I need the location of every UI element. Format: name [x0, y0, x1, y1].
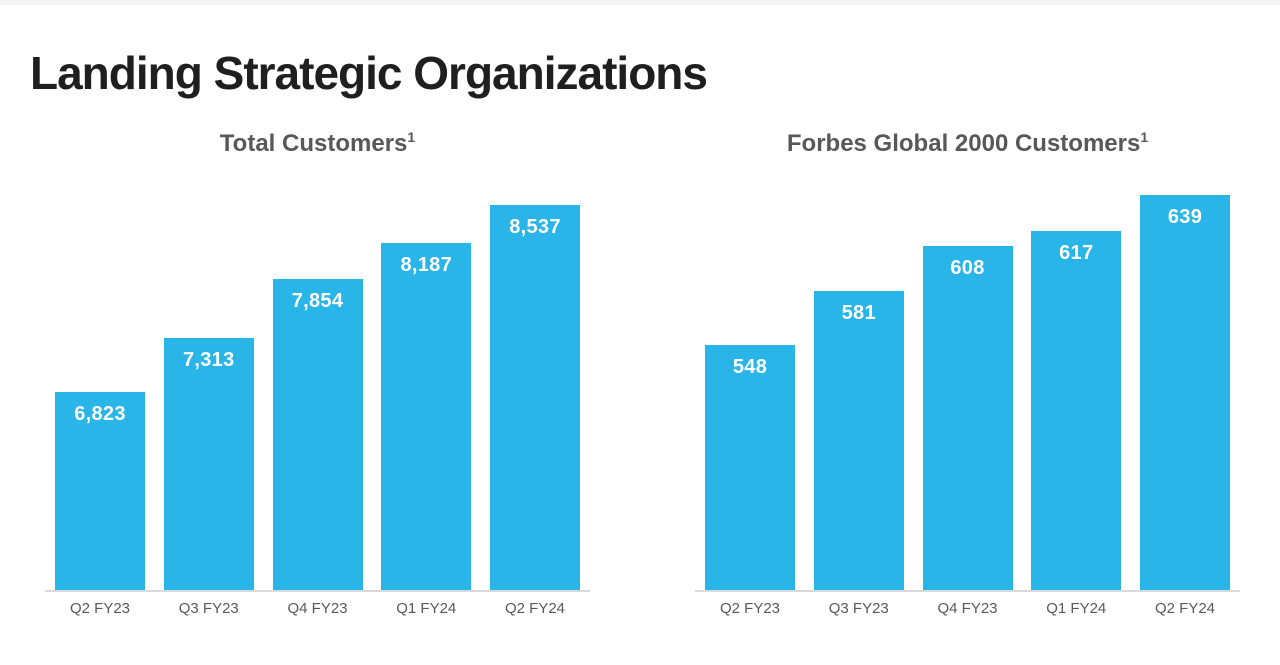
x-axis-labels: Q2 FY23 Q3 FY23 Q4 FY23 Q1 FY24 Q2 FY24	[695, 600, 1240, 617]
chart-title-total-customers: Total Customers1	[45, 130, 590, 159]
bar-q2-fy24: 8,537	[490, 205, 580, 590]
chart-forbes-global-2000-customers: Forbes Global 2000 Customers1 548 581 608 6…	[695, 130, 1240, 617]
x-axis-label-q3-fy23: Q3 FY23	[828, 599, 889, 617]
bar-value-label: 7,313	[182, 349, 235, 372]
bar-q1-fy24: 8,187	[381, 243, 472, 590]
footnote-marker: 1	[1140, 128, 1149, 145]
chart-title-text: Total Customers	[219, 129, 408, 157]
bar-value-label: 548	[732, 356, 768, 379]
x-axis-label-q3-fy23: Q3 FY23	[178, 599, 239, 617]
bar-q2-fy23: 548	[705, 345, 795, 590]
x-axis-label-q1-fy24: Q1 FY24	[1046, 599, 1107, 617]
plot-area: 548 581 608 617 639	[695, 177, 1240, 592]
x-axis-label-q4-fy23: Q4 FY23	[287, 599, 348, 617]
bar-value-label: 8,537	[509, 216, 561, 239]
x-axis-label-q2-fy23: Q2 FY23	[719, 599, 781, 617]
footnote-marker: 1	[407, 128, 416, 145]
bar-group: 6,823 7,313 7,854 8,187 8,537	[45, 177, 590, 590]
x-axis-label-q2-fy24: Q2 FY24	[504, 599, 566, 617]
plot-area: 6,823 7,313 7,854 8,187 8,537	[45, 177, 590, 592]
x-axis-labels: Q2 FY23 Q3 FY23 Q4 FY23 Q1 FY24 Q2 FY24	[45, 600, 590, 617]
bar-q4-fy23: 608	[922, 246, 1013, 590]
x-axis-label-q1-fy24: Q1 FY24	[396, 599, 457, 617]
bar-value-label: 8,187	[400, 254, 453, 277]
chart-total-customers: Total Customers1 6,823 7,313 7,854 8,187 8,5…	[45, 130, 590, 617]
bar-q4-fy23: 7,854	[272, 279, 363, 590]
chart-title-forbes-global-2000: Forbes Global 2000 Customers1	[695, 130, 1240, 159]
bar-group: 548 581 608 617 639	[695, 177, 1240, 590]
bar-value-label: 608	[950, 257, 985, 280]
bar-value-label: 6,823	[74, 402, 126, 425]
charts-row: Total Customers1 6,823 7,313 7,854 8,187 8,5…	[0, 130, 1280, 617]
bar-value-label: 7,854	[291, 290, 344, 313]
bar-value-label: 617	[1059, 242, 1094, 265]
bar-q3-fy23: 581	[813, 290, 904, 590]
slide-title: Landing Strategic Organizations	[30, 47, 708, 99]
chart-title-text: Forbes Global 2000 Customers	[786, 129, 1141, 157]
bar-q1-fy24: 617	[1031, 231, 1122, 590]
window-top-strip	[0, 0, 1280, 5]
x-axis-label-q2-fy24: Q2 FY24	[1154, 599, 1216, 617]
bar-value-label: 639	[1167, 205, 1203, 228]
x-axis-label-q4-fy23: Q4 FY23	[937, 599, 998, 617]
x-axis-label-q2-fy23: Q2 FY23	[69, 599, 131, 617]
bar-q2-fy23: 6,823	[55, 391, 145, 590]
bar-value-label: 581	[841, 301, 876, 324]
bar-q3-fy23: 7,313	[163, 338, 254, 590]
bar-q2-fy24: 639	[1140, 194, 1230, 590]
